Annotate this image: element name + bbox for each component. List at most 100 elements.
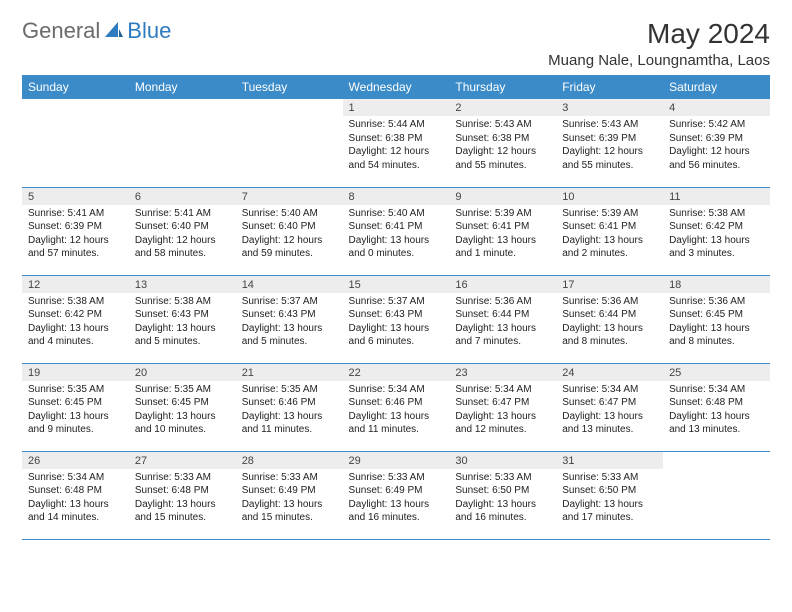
sunrise-line: Sunrise: 5:38 AM	[28, 295, 123, 309]
sunrise-line: Sunrise: 5:40 AM	[349, 207, 444, 221]
day-number: 29	[343, 452, 450, 469]
calendar-week-row: 5Sunrise: 5:41 AMSunset: 6:39 PMDaylight…	[22, 187, 770, 275]
day-number: 30	[449, 452, 556, 469]
daylight-line: Daylight: 13 hours and 5 minutes.	[135, 322, 230, 349]
sunset-line: Sunset: 6:40 PM	[135, 220, 230, 234]
day-details: Sunrise: 5:43 AMSunset: 6:38 PMDaylight:…	[449, 116, 556, 176]
calendar-day-cell: 10Sunrise: 5:39 AMSunset: 6:41 PMDayligh…	[556, 187, 663, 275]
daylight-line: Daylight: 13 hours and 16 minutes.	[349, 498, 444, 525]
day-details: Sunrise: 5:33 AMSunset: 6:49 PMDaylight:…	[343, 469, 450, 529]
sunrise-line: Sunrise: 5:36 AM	[669, 295, 764, 309]
daylight-line: Daylight: 13 hours and 8 minutes.	[562, 322, 657, 349]
sunrise-line: Sunrise: 5:41 AM	[135, 207, 230, 221]
sunset-line: Sunset: 6:38 PM	[349, 132, 444, 146]
day-number: 14	[236, 276, 343, 293]
day-number: 11	[663, 188, 770, 205]
sunset-line: Sunset: 6:45 PM	[135, 396, 230, 410]
month-title: May 2024	[548, 18, 770, 50]
daylight-line: Daylight: 13 hours and 14 minutes.	[28, 498, 123, 525]
sunrise-line: Sunrise: 5:35 AM	[242, 383, 337, 397]
sunrise-line: Sunrise: 5:36 AM	[562, 295, 657, 309]
sunset-line: Sunset: 6:43 PM	[242, 308, 337, 322]
daylight-line: Daylight: 13 hours and 7 minutes.	[455, 322, 550, 349]
calendar-day-cell: 8Sunrise: 5:40 AMSunset: 6:41 PMDaylight…	[343, 187, 450, 275]
sunset-line: Sunset: 6:47 PM	[455, 396, 550, 410]
sunrise-line: Sunrise: 5:35 AM	[135, 383, 230, 397]
day-details: Sunrise: 5:39 AMSunset: 6:41 PMDaylight:…	[556, 205, 663, 265]
daylight-line: Daylight: 13 hours and 11 minutes.	[242, 410, 337, 437]
location: Muang Nale, Loungnamtha, Laos	[548, 52, 770, 69]
day-number: 27	[129, 452, 236, 469]
daylight-line: Daylight: 13 hours and 11 minutes.	[349, 410, 444, 437]
calendar-day-cell: 1Sunrise: 5:44 AMSunset: 6:38 PMDaylight…	[343, 99, 450, 187]
sunset-line: Sunset: 6:41 PM	[455, 220, 550, 234]
sunset-line: Sunset: 6:41 PM	[562, 220, 657, 234]
sunrise-line: Sunrise: 5:33 AM	[455, 471, 550, 485]
calendar-day-cell: 4Sunrise: 5:42 AMSunset: 6:39 PMDaylight…	[663, 99, 770, 187]
calendar-day-cell	[22, 99, 129, 187]
sunrise-line: Sunrise: 5:33 AM	[562, 471, 657, 485]
day-number: 15	[343, 276, 450, 293]
day-details: Sunrise: 5:44 AMSunset: 6:38 PMDaylight:…	[343, 116, 450, 176]
sunrise-line: Sunrise: 5:43 AM	[562, 118, 657, 132]
day-number: 9	[449, 188, 556, 205]
daylight-line: Daylight: 13 hours and 4 minutes.	[28, 322, 123, 349]
calendar-day-cell: 14Sunrise: 5:37 AMSunset: 6:43 PMDayligh…	[236, 275, 343, 363]
day-number: 23	[449, 364, 556, 381]
sunrise-line: Sunrise: 5:40 AM	[242, 207, 337, 221]
calendar-day-cell: 26Sunrise: 5:34 AMSunset: 6:48 PMDayligh…	[22, 451, 129, 539]
day-details: Sunrise: 5:40 AMSunset: 6:40 PMDaylight:…	[236, 205, 343, 265]
sunset-line: Sunset: 6:46 PM	[242, 396, 337, 410]
day-number: 16	[449, 276, 556, 293]
daylight-line: Daylight: 13 hours and 2 minutes.	[562, 234, 657, 261]
day-number: 7	[236, 188, 343, 205]
day-details: Sunrise: 5:38 AMSunset: 6:42 PMDaylight:…	[663, 205, 770, 265]
sunset-line: Sunset: 6:45 PM	[669, 308, 764, 322]
daylight-line: Daylight: 12 hours and 55 minutes.	[562, 145, 657, 172]
day-number: 25	[663, 364, 770, 381]
day-details: Sunrise: 5:42 AMSunset: 6:39 PMDaylight:…	[663, 116, 770, 176]
day-number: 19	[22, 364, 129, 381]
sunrise-line: Sunrise: 5:37 AM	[242, 295, 337, 309]
daylight-line: Daylight: 13 hours and 13 minutes.	[669, 410, 764, 437]
day-number: 1	[343, 99, 450, 116]
logo-text-blue: Blue	[127, 18, 171, 44]
daylight-line: Daylight: 13 hours and 3 minutes.	[669, 234, 764, 261]
day-number: 5	[22, 188, 129, 205]
calendar-day-cell: 31Sunrise: 5:33 AMSunset: 6:50 PMDayligh…	[556, 451, 663, 539]
sunrise-line: Sunrise: 5:38 AM	[669, 207, 764, 221]
sunset-line: Sunset: 6:44 PM	[562, 308, 657, 322]
sunset-line: Sunset: 6:42 PM	[28, 308, 123, 322]
sunset-line: Sunset: 6:44 PM	[455, 308, 550, 322]
calendar-day-cell: 17Sunrise: 5:36 AMSunset: 6:44 PMDayligh…	[556, 275, 663, 363]
calendar-day-cell	[663, 451, 770, 539]
calendar-day-cell: 30Sunrise: 5:33 AMSunset: 6:50 PMDayligh…	[449, 451, 556, 539]
day-number: 18	[663, 276, 770, 293]
daylight-line: Daylight: 12 hours and 59 minutes.	[242, 234, 337, 261]
sunrise-line: Sunrise: 5:43 AM	[455, 118, 550, 132]
calendar-day-cell: 5Sunrise: 5:41 AMSunset: 6:39 PMDaylight…	[22, 187, 129, 275]
sunrise-line: Sunrise: 5:39 AM	[562, 207, 657, 221]
day-number: 10	[556, 188, 663, 205]
day-number: 24	[556, 364, 663, 381]
calendar-day-cell: 9Sunrise: 5:39 AMSunset: 6:41 PMDaylight…	[449, 187, 556, 275]
calendar-week-row: 1Sunrise: 5:44 AMSunset: 6:38 PMDaylight…	[22, 99, 770, 187]
sunrise-line: Sunrise: 5:44 AM	[349, 118, 444, 132]
sunset-line: Sunset: 6:48 PM	[135, 484, 230, 498]
weekday-header: Monday	[129, 75, 236, 99]
day-details: Sunrise: 5:36 AMSunset: 6:44 PMDaylight:…	[449, 293, 556, 353]
daylight-line: Daylight: 12 hours and 58 minutes.	[135, 234, 230, 261]
day-number: 13	[129, 276, 236, 293]
day-number: 31	[556, 452, 663, 469]
calendar-week-row: 26Sunrise: 5:34 AMSunset: 6:48 PMDayligh…	[22, 451, 770, 539]
sunrise-line: Sunrise: 5:38 AM	[135, 295, 230, 309]
weekday-header: Tuesday	[236, 75, 343, 99]
sunset-line: Sunset: 6:49 PM	[349, 484, 444, 498]
sunset-line: Sunset: 6:42 PM	[669, 220, 764, 234]
sunrise-line: Sunrise: 5:36 AM	[455, 295, 550, 309]
day-details: Sunrise: 5:41 AMSunset: 6:40 PMDaylight:…	[129, 205, 236, 265]
sunset-line: Sunset: 6:43 PM	[135, 308, 230, 322]
calendar-day-cell: 25Sunrise: 5:34 AMSunset: 6:48 PMDayligh…	[663, 363, 770, 451]
calendar-day-cell: 3Sunrise: 5:43 AMSunset: 6:39 PMDaylight…	[556, 99, 663, 187]
calendar-day-cell: 12Sunrise: 5:38 AMSunset: 6:42 PMDayligh…	[22, 275, 129, 363]
